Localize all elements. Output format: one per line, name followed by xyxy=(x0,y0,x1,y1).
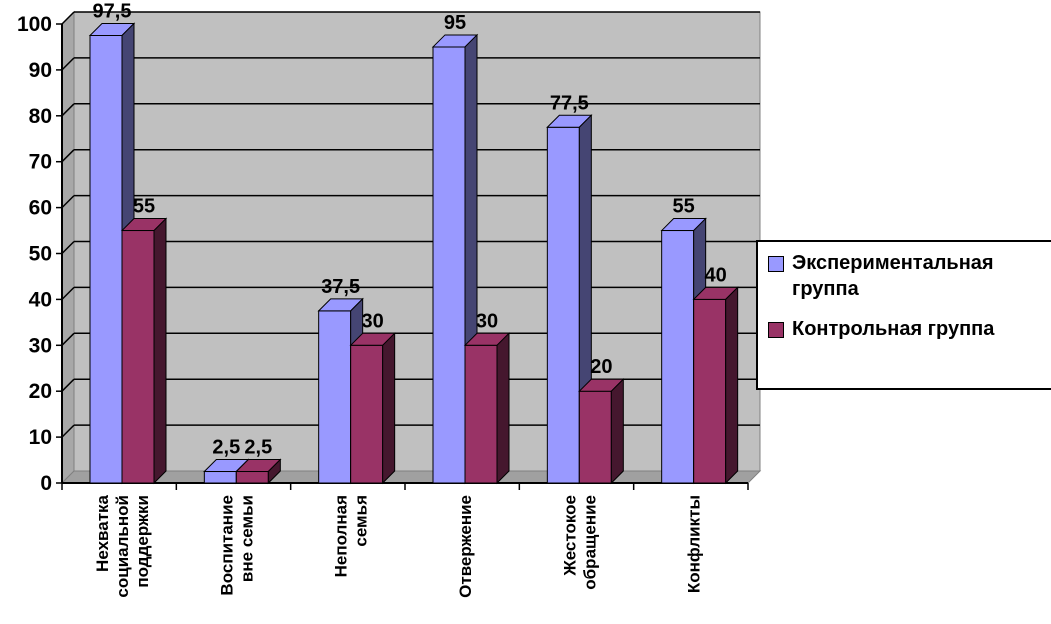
gridline-diagonal xyxy=(61,240,75,255)
bar-front xyxy=(546,126,580,484)
bar-front xyxy=(235,471,269,484)
gridline-diagonal xyxy=(61,57,75,71)
bar-side xyxy=(496,332,510,485)
x-tick-label: Конфликты xyxy=(685,495,704,593)
gridline-diagonal xyxy=(61,424,75,438)
bar-front xyxy=(464,344,498,484)
y-tick-label: 90 xyxy=(29,59,52,82)
x-tick-label-line: вне семьи xyxy=(237,495,256,582)
y-tick-label: 50 xyxy=(29,243,52,266)
gridline-diagonal xyxy=(61,286,75,300)
y-tick-label: 70 xyxy=(29,151,52,174)
gridline-diagonal xyxy=(61,103,75,117)
legend-item-control: Контрольная группа xyxy=(768,316,1051,342)
x-tick-label: Нехваткасоциальнойподдержки xyxy=(93,494,152,597)
data-label: 37,5 xyxy=(321,276,360,298)
gridline-diagonal xyxy=(61,11,75,25)
bar-front xyxy=(203,471,237,484)
bar-front xyxy=(89,34,123,484)
data-label: 30 xyxy=(476,310,498,332)
y-tick-label: 60 xyxy=(29,197,52,220)
x-tick-label: Отвержение xyxy=(456,495,475,598)
bar-side xyxy=(725,286,739,485)
gridline-diagonal xyxy=(61,195,75,209)
data-label: 55 xyxy=(133,196,155,218)
bar-side xyxy=(267,458,281,485)
bar-front xyxy=(578,390,612,484)
x-tick-label-line: Нехватка xyxy=(93,494,112,571)
x-tick-label-line: Отвержение xyxy=(456,495,475,598)
y-tick-label: 80 xyxy=(29,105,52,128)
data-label: 95 xyxy=(444,12,466,34)
data-label: 30 xyxy=(362,310,384,332)
gridline-diagonal xyxy=(61,149,75,163)
y-tick-label: 40 xyxy=(29,288,52,311)
x-tick-label-line: Конфликты xyxy=(685,495,704,593)
data-label: 20 xyxy=(590,356,612,378)
bar-front xyxy=(121,230,155,484)
gridline-diagonal xyxy=(61,332,75,346)
y-tick-label: 10 xyxy=(29,426,52,449)
bar-front xyxy=(318,310,352,484)
x-tick-label-line: семья xyxy=(352,495,371,547)
x-tick-label-line: обращение xyxy=(580,495,599,590)
bar-side xyxy=(153,217,167,485)
bar-front xyxy=(693,298,727,484)
bar-front xyxy=(432,46,466,484)
plot-floor xyxy=(60,470,762,484)
x-tick-label-line: Неполная xyxy=(332,495,351,577)
x-tick-label-line: Воспитание xyxy=(217,495,236,596)
data-label: 2,5 xyxy=(212,437,240,459)
legend-swatch-control xyxy=(768,322,784,338)
legend-item-experimental: Экспериментальная группа xyxy=(768,250,1051,302)
y-tick-label: 20 xyxy=(29,380,52,403)
x-tick-label: Воспитаниевне семьи xyxy=(217,495,256,596)
legend-label-control: Контрольная группа xyxy=(792,318,995,340)
x-tick-label-line: социальной xyxy=(113,495,132,598)
legend-swatch-experimental xyxy=(768,256,784,272)
x-tick-label: Жестокоеобращение xyxy=(560,495,599,590)
y-tick-label: 100 xyxy=(17,13,52,36)
data-label: 97,5 xyxy=(93,0,132,22)
bar-side xyxy=(382,332,396,485)
data-label: 40 xyxy=(705,264,727,286)
y-tick-label: 0 xyxy=(40,472,52,495)
x-tick-label-line: Жестокое xyxy=(560,495,579,577)
data-label: 77,5 xyxy=(550,92,589,114)
data-label: 2,5 xyxy=(244,437,272,459)
legend-label-experimental: Экспериментальная группа xyxy=(792,252,994,300)
bar-front xyxy=(661,230,695,484)
x-tick-label: Неполнаясемья xyxy=(332,495,371,577)
bar-front xyxy=(350,344,384,484)
data-label: 55 xyxy=(673,196,695,218)
x-tick-label-line: поддержки xyxy=(133,495,152,588)
bar-side xyxy=(610,377,624,485)
gridline-diagonal xyxy=(61,378,75,392)
chart-legend: Экспериментальная группа Контрольная гру… xyxy=(756,240,1051,390)
y-tick-label: 30 xyxy=(29,334,52,357)
